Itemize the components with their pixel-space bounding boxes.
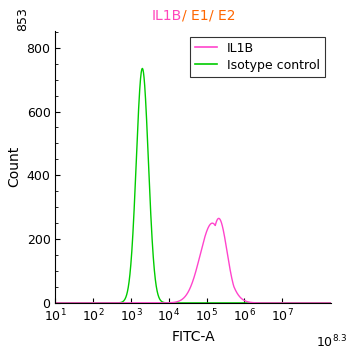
- Text: $10^{8.3}$: $10^{8.3}$: [316, 333, 347, 350]
- X-axis label: FITC-A: FITC-A: [172, 330, 215, 344]
- Text: / E2: / E2: [209, 9, 235, 22]
- Legend: IL1B, Isotype control: IL1B, Isotype control: [190, 37, 325, 77]
- Text: 853: 853: [16, 7, 29, 31]
- Text: IL1B: IL1B: [152, 9, 182, 22]
- Y-axis label: Count: Count: [7, 146, 21, 187]
- Text: / E1: / E1: [182, 9, 209, 22]
